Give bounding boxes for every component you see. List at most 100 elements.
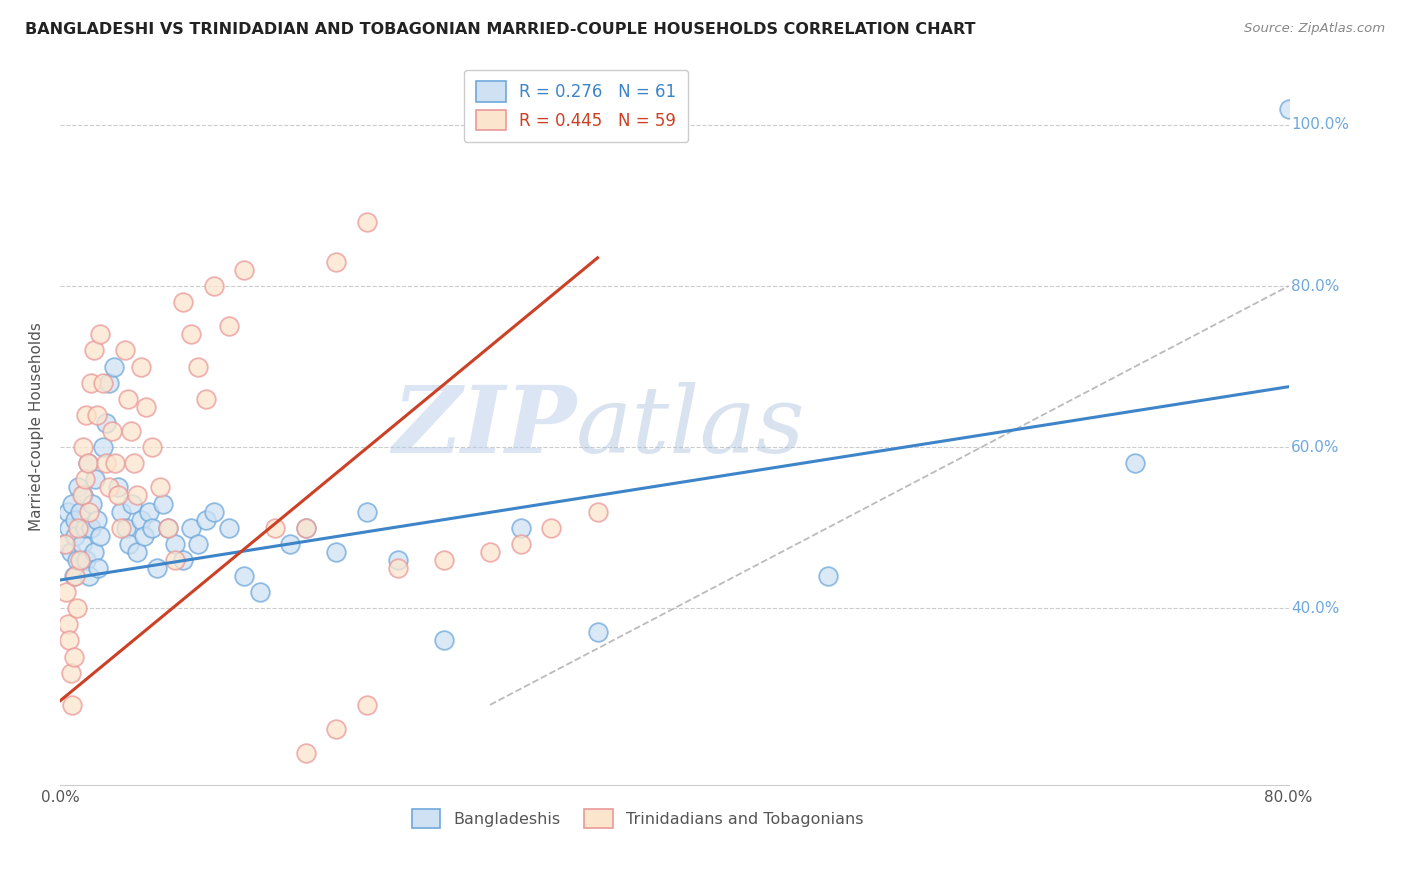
Point xyxy=(89,529,111,543)
Text: 60.0%: 60.0% xyxy=(1291,440,1340,455)
Point xyxy=(70,537,93,551)
Point xyxy=(202,279,225,293)
Point xyxy=(264,521,287,535)
Point xyxy=(94,416,117,430)
Point xyxy=(110,521,132,535)
Point xyxy=(65,513,87,527)
Point xyxy=(69,553,91,567)
Point xyxy=(180,521,202,535)
Point xyxy=(104,456,127,470)
Text: BANGLADESHI VS TRINIDADIAN AND TOBAGONIAN MARRIED-COUPLE HOUSEHOLDS CORRELATION : BANGLADESHI VS TRINIDADIAN AND TOBAGONIA… xyxy=(25,22,976,37)
Point xyxy=(91,440,114,454)
Point xyxy=(59,665,82,680)
Point xyxy=(65,569,87,583)
Point xyxy=(249,585,271,599)
Point xyxy=(172,553,194,567)
Point xyxy=(479,545,502,559)
Point xyxy=(202,504,225,518)
Point xyxy=(107,488,129,502)
Point xyxy=(294,521,316,535)
Point xyxy=(87,561,110,575)
Point xyxy=(356,698,378,712)
Point xyxy=(125,545,148,559)
Point xyxy=(817,569,839,583)
Point xyxy=(233,569,256,583)
Point xyxy=(83,545,105,559)
Point xyxy=(75,408,97,422)
Point xyxy=(63,569,86,583)
Point xyxy=(194,513,217,527)
Point xyxy=(509,537,531,551)
Point xyxy=(77,569,100,583)
Point xyxy=(58,521,80,535)
Text: 100.0%: 100.0% xyxy=(1291,118,1350,132)
Point xyxy=(233,263,256,277)
Point xyxy=(294,521,316,535)
Point xyxy=(387,561,409,575)
Text: atlas: atlas xyxy=(576,382,806,472)
Point xyxy=(165,553,187,567)
Point xyxy=(69,504,91,518)
Point xyxy=(120,424,142,438)
Point xyxy=(180,327,202,342)
Point xyxy=(82,496,104,510)
Point xyxy=(138,504,160,518)
Point xyxy=(1278,102,1301,116)
Text: Source: ZipAtlas.com: Source: ZipAtlas.com xyxy=(1244,22,1385,36)
Point xyxy=(114,343,136,358)
Point xyxy=(86,513,108,527)
Point xyxy=(60,496,83,510)
Point xyxy=(125,488,148,502)
Point xyxy=(76,456,98,470)
Point xyxy=(91,376,114,390)
Point xyxy=(66,601,89,615)
Point xyxy=(325,722,347,736)
Point xyxy=(141,440,163,454)
Point xyxy=(540,521,562,535)
Point xyxy=(356,214,378,228)
Point xyxy=(509,521,531,535)
Point xyxy=(218,319,240,334)
Point xyxy=(80,521,103,535)
Point xyxy=(53,537,76,551)
Point xyxy=(58,633,80,648)
Point xyxy=(117,392,139,406)
Point xyxy=(187,359,209,374)
Point xyxy=(218,521,240,535)
Point xyxy=(70,488,93,502)
Point xyxy=(66,553,89,567)
Point xyxy=(72,440,94,454)
Point xyxy=(63,649,86,664)
Point xyxy=(131,359,153,374)
Point xyxy=(77,504,100,518)
Point xyxy=(433,553,456,567)
Point xyxy=(131,513,153,527)
Point xyxy=(60,698,83,712)
Point xyxy=(73,521,96,535)
Point xyxy=(433,633,456,648)
Point xyxy=(356,504,378,518)
Point xyxy=(152,496,174,510)
Point xyxy=(75,553,97,567)
Point xyxy=(55,585,77,599)
Point xyxy=(194,392,217,406)
Point xyxy=(172,295,194,310)
Point xyxy=(121,496,143,510)
Point xyxy=(72,488,94,502)
Legend: Bangladeshis, Trinidadians and Tobagonians: Bangladeshis, Trinidadians and Tobagonia… xyxy=(405,803,870,835)
Point xyxy=(325,545,347,559)
Point xyxy=(118,537,141,551)
Point xyxy=(73,472,96,486)
Point xyxy=(103,359,125,374)
Point xyxy=(156,521,179,535)
Point xyxy=(67,521,90,535)
Point xyxy=(387,553,409,567)
Point xyxy=(94,456,117,470)
Point xyxy=(80,376,103,390)
Point xyxy=(56,504,79,518)
Point xyxy=(53,537,76,551)
Point xyxy=(98,376,121,390)
Text: ZIP: ZIP xyxy=(392,382,576,472)
Point xyxy=(67,480,90,494)
Point xyxy=(586,625,609,640)
